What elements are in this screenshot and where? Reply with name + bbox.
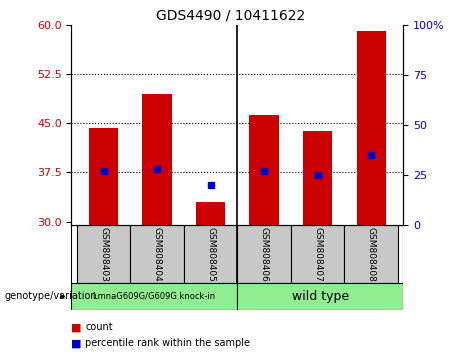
Text: GSM808403: GSM808403: [99, 227, 108, 281]
Bar: [249, 115, 279, 225]
Text: LmnaG609G/G609G knock-in: LmnaG609G/G609G knock-in: [94, 292, 215, 301]
Text: GSM808406: GSM808406: [260, 227, 269, 281]
Bar: [237, 283, 403, 310]
Bar: [291, 225, 344, 283]
Bar: [142, 94, 172, 225]
Text: ■: ■: [71, 322, 82, 332]
Text: count: count: [85, 322, 113, 332]
Text: genotype/variation: genotype/variation: [5, 291, 97, 302]
Text: GSM808405: GSM808405: [206, 227, 215, 281]
Bar: [89, 128, 118, 225]
Bar: [344, 225, 398, 283]
Bar: [196, 202, 225, 225]
Text: GDS4490 / 10411622: GDS4490 / 10411622: [156, 9, 305, 23]
Bar: [303, 131, 332, 225]
Bar: [77, 225, 130, 283]
Text: percentile rank within the sample: percentile rank within the sample: [85, 338, 250, 348]
Bar: [237, 225, 291, 283]
Text: GSM808404: GSM808404: [153, 227, 162, 281]
Text: GSM808407: GSM808407: [313, 227, 322, 281]
Text: wild type: wild type: [292, 290, 349, 303]
Bar: [130, 225, 184, 283]
Text: ■: ■: [71, 338, 82, 348]
Bar: [356, 32, 386, 225]
Bar: [184, 225, 237, 283]
Bar: [71, 283, 237, 310]
Text: GSM808408: GSM808408: [367, 227, 376, 281]
